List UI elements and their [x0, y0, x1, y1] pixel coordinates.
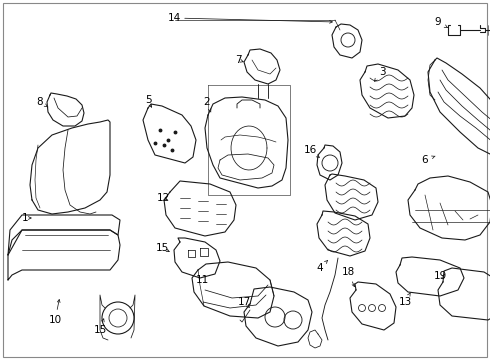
Text: 10: 10: [49, 315, 62, 325]
Text: 3: 3: [379, 67, 385, 77]
Text: 9: 9: [435, 17, 441, 27]
Text: 5: 5: [145, 95, 151, 105]
Text: 6: 6: [422, 155, 428, 165]
Text: 17: 17: [237, 297, 250, 307]
Text: 19: 19: [433, 271, 446, 281]
Text: 15: 15: [155, 243, 169, 253]
Text: 4: 4: [317, 263, 323, 273]
Text: 15: 15: [94, 325, 107, 335]
Text: 14: 14: [168, 13, 181, 23]
Text: 7: 7: [235, 55, 241, 65]
Text: 8: 8: [37, 97, 43, 107]
Text: 13: 13: [398, 297, 412, 307]
Text: 18: 18: [342, 267, 355, 277]
Text: 12: 12: [156, 193, 170, 203]
Text: 2: 2: [204, 97, 210, 107]
Text: 11: 11: [196, 275, 209, 285]
Text: 16: 16: [303, 145, 317, 155]
Text: 1: 1: [22, 213, 28, 223]
